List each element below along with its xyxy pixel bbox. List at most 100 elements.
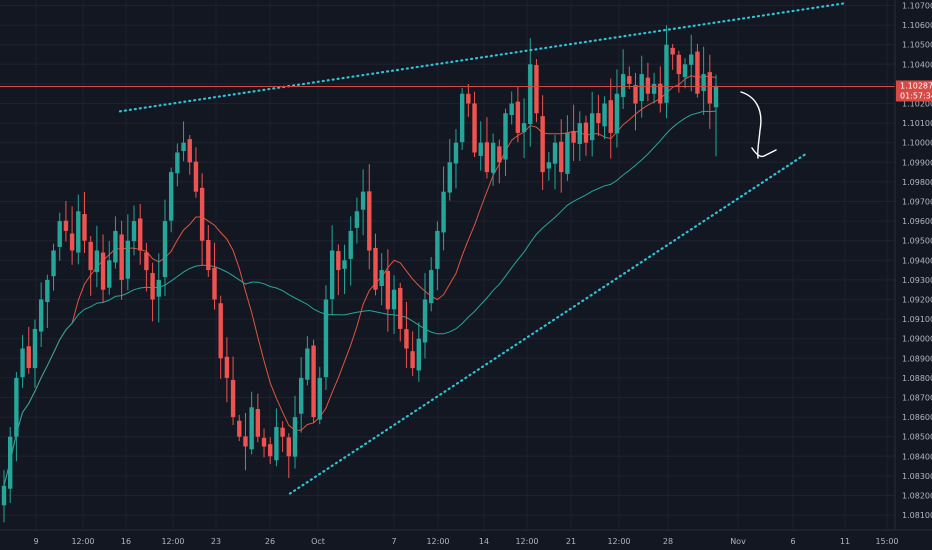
candle-body	[336, 251, 341, 271]
candle-body	[162, 221, 168, 278]
candle-body	[552, 142, 558, 164]
time-tick-label: 9	[33, 537, 38, 546]
time-tick-label: 15:00	[875, 537, 898, 546]
time-tick-label: 26	[265, 537, 275, 546]
candle-body	[32, 328, 38, 369]
candle-body	[645, 77, 651, 94]
price-tick-label: 1.08200	[902, 492, 932, 501]
candle-body	[713, 85, 719, 108]
candle-body	[429, 270, 434, 304]
price-tick-label: 1.09900	[902, 158, 932, 167]
candle-body	[422, 299, 428, 343]
price-tick-label: 1.09200	[902, 296, 932, 305]
price-tick-label: 1.10200	[902, 100, 932, 109]
candle-body	[298, 377, 304, 414]
candle-body	[354, 211, 360, 228]
candle-body	[224, 356, 230, 378]
candle-body	[342, 260, 347, 269]
candle-body	[82, 214, 87, 241]
candle-body	[528, 64, 533, 125]
candle-body	[441, 191, 446, 233]
candle-body	[206, 240, 211, 271]
candle-body	[305, 348, 310, 380]
time-tick-label: 12:00	[161, 537, 184, 546]
price-tag-countdown: 01:57:34	[900, 91, 932, 100]
candle-body	[589, 113, 595, 141]
candle-body	[317, 377, 322, 420]
price-tick-label: 1.10400	[902, 60, 932, 69]
time-tick-label: 7	[391, 537, 396, 546]
candle-body	[497, 146, 502, 163]
price-tick-label: 1.09000	[902, 335, 932, 344]
time-tick-label: 12:00	[515, 537, 538, 546]
candle-body	[168, 172, 174, 221]
candle-body	[38, 299, 44, 332]
price-tick-label: 1.09400	[902, 256, 932, 265]
candle-body	[45, 279, 50, 303]
candle-body	[472, 103, 477, 153]
candle-body	[447, 162, 452, 193]
candle-body	[515, 101, 521, 133]
time-tick-label: 23	[211, 537, 221, 546]
candle-body	[416, 338, 422, 371]
candle-body	[490, 142, 496, 173]
candle-body	[360, 191, 366, 210]
candle-body	[7, 436, 13, 489]
time-tick-label: 16	[121, 537, 131, 546]
time-tick-label: 28	[663, 537, 673, 546]
trendlines[interactable]	[118, 2, 845, 495]
time-tick-label: 12:00	[426, 537, 449, 546]
time-axis-panel	[0, 530, 932, 550]
candle-body	[100, 252, 106, 290]
candle-body	[398, 287, 403, 329]
candle-body	[670, 47, 675, 55]
price-axis[interactable]: 1.107001.106001.105001.104001.103001.102…	[902, 2, 932, 521]
candle-body	[676, 54, 682, 75]
candle-body	[521, 123, 527, 132]
candle-body	[57, 221, 62, 247]
time-tick-label: 14	[479, 537, 489, 546]
ma-slow-line	[3, 110, 717, 486]
current-price-tag: 1.10287 01:57:34	[896, 80, 932, 102]
candle-body	[274, 426, 279, 461]
price-tick-label: 1.10500	[902, 41, 932, 50]
price-tick-label: 1.09600	[902, 217, 932, 226]
time-tick-label: Nov	[730, 537, 746, 546]
candle-body	[88, 241, 93, 271]
candle-body	[478, 142, 483, 156]
time-tick-label: 12:00	[607, 537, 630, 546]
candle-body	[237, 420, 242, 437]
candles	[1, 25, 719, 523]
hand-drawn-arrow-icon[interactable]	[740, 91, 777, 159]
upper-trendline	[118, 2, 845, 113]
candle-body	[26, 346, 31, 369]
time-tick-label: 6	[790, 537, 795, 546]
price-tick-label: 1.09500	[902, 237, 932, 246]
candle-body	[503, 113, 508, 160]
candle-body	[379, 270, 384, 286]
candle-body	[193, 161, 199, 192]
candle-body	[534, 64, 539, 114]
time-axis[interactable]: 9 12:00 16 12:00 23 26 Oct 7 12:00 14 12:00 21 12:00…	[33, 537, 898, 546]
candle-body	[540, 116, 545, 173]
price-tag-value: 1.10287	[900, 81, 932, 90]
candle-body	[20, 348, 25, 378]
candle-body	[565, 132, 570, 174]
candle-body	[620, 74, 626, 97]
price-tick-label: 1.08300	[902, 472, 932, 481]
candle-body	[150, 272, 155, 300]
candle-body	[199, 187, 205, 241]
candle-body	[509, 103, 514, 116]
candle-body	[689, 54, 694, 65]
price-tick-label: 1.10000	[902, 139, 932, 148]
candle-body	[255, 409, 261, 437]
candle-body	[466, 93, 471, 104]
candle-body	[14, 377, 19, 437]
candle-body	[658, 83, 663, 104]
price-tick-label: 1.10600	[902, 21, 932, 30]
candle-body	[187, 139, 192, 163]
candle-body	[268, 444, 273, 457]
candle-body	[131, 221, 137, 242]
candle-body	[459, 93, 465, 143]
